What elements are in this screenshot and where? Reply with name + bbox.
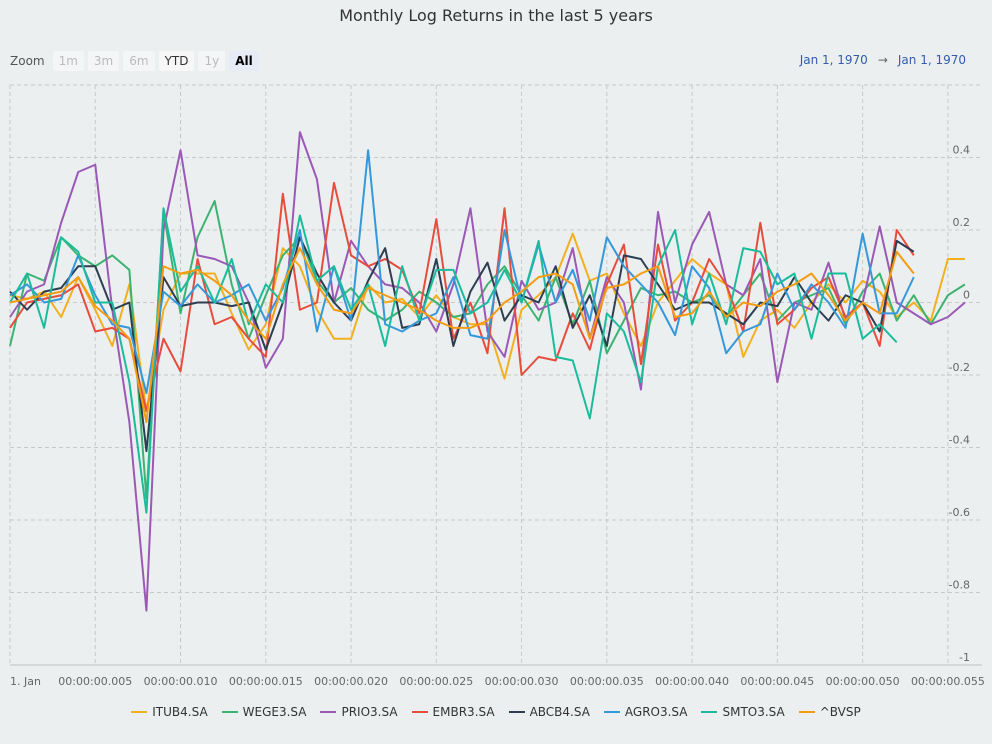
- legend-swatch: [320, 711, 337, 713]
- legend-item[interactable]: SMTO3.SA: [701, 705, 785, 719]
- legend-swatch: [131, 711, 148, 713]
- series-line-smto3-sa: [9, 207, 898, 514]
- legend-label: ^BVSP: [819, 705, 861, 719]
- x-tick-label: 00:00:00.030: [485, 675, 559, 688]
- legend-swatch: [603, 711, 620, 713]
- x-tick-label: 00:00:00.050: [826, 675, 900, 688]
- legend-item[interactable]: ABCB4.SA: [508, 705, 590, 719]
- x-tick-label: 00:00:00.045: [740, 675, 814, 688]
- legend-label: EMBR3.SA: [432, 705, 495, 719]
- y-tick-label: -0.2: [949, 361, 970, 374]
- x-tick-label: 00:00:00.055: [911, 675, 985, 688]
- legend-label: ITUB4.SA: [152, 705, 208, 719]
- series-line-wege3-sa: [9, 200, 966, 500]
- legend: ITUB4.SA WEGE3.SA PRIO3.SA EMBR3.SA ABCB4.SA…: [0, 705, 992, 719]
- x-tick-label: 00:00:00.035: [570, 675, 644, 688]
- y-tick-label: 0: [963, 289, 970, 302]
- zoom-ytd-button[interactable]: YTD: [158, 51, 195, 71]
- zoom-label: Zoom: [10, 54, 45, 68]
- zoom-1y-button[interactable]: 1y: [198, 51, 226, 71]
- range-arrow: →: [877, 53, 888, 67]
- x-tick-label: 00:00:00.025: [399, 675, 473, 688]
- y-tick-label: -0.8: [949, 579, 970, 592]
- range-selector: Zoom 1m 3m 6m YTD 1y All: [10, 50, 259, 72]
- x-tick-label: 00:00:00.040: [655, 675, 729, 688]
- legend-item[interactable]: AGRO3.SA: [603, 705, 688, 719]
- grid-lines: [9, 84, 982, 666]
- series-line-agro3-sa: [9, 149, 915, 395]
- legend-label: SMTO3.SA: [722, 705, 785, 719]
- x-tick-label: 00:00:00.015: [229, 675, 303, 688]
- y-tick-label: 0.2: [953, 216, 971, 229]
- chart-title: Monthly Log Returns in the last 5 years: [339, 6, 653, 25]
- x-tick-label: 00:00:00.020: [314, 675, 388, 688]
- zoom-3m-button[interactable]: 3m: [87, 51, 120, 71]
- legend-label: AGRO3.SA: [624, 705, 688, 719]
- legend-swatch: [221, 711, 238, 713]
- series-line-bvsp: [9, 247, 915, 424]
- zoom-6m-button[interactable]: 6m: [123, 51, 155, 71]
- x-axis-labels: 1. Jan 00:00:00.005 00:00:00.010 00:00:00.0…: [10, 675, 985, 688]
- zoom-all-button[interactable]: All: [229, 51, 259, 71]
- legend-swatch: [508, 711, 525, 713]
- zoom-1m-button[interactable]: 1m: [52, 51, 84, 71]
- y-tick-label: 0.4: [953, 144, 971, 157]
- legend-item[interactable]: ^BVSP: [798, 705, 861, 719]
- legend-label: ABCB4.SA: [529, 705, 590, 719]
- line-chart: 0.4 0.2 0 -0.2 -0.4 -0.6 -0.8 -1 1. Jan 00:00:00…: [9, 84, 985, 688]
- x-tick-label: 00:00:00.010: [144, 675, 218, 688]
- legend-item[interactable]: ITUB4.SA: [131, 705, 208, 719]
- legend-label: PRIO3.SA: [341, 705, 398, 719]
- x-tick-label: 1. Jan: [10, 675, 41, 688]
- series-line-prio3-sa: [9, 131, 966, 612]
- x-tick-label: 00:00:00.005: [58, 675, 132, 688]
- y-tick-label: -0.6: [949, 506, 970, 519]
- legend-item[interactable]: EMBR3.SA: [411, 705, 495, 719]
- y-tick-label: -1: [959, 651, 970, 664]
- series-lines: [9, 131, 966, 612]
- range-to-input[interactable]: Jan 1, 1970: [897, 53, 966, 67]
- y-tick-label: -0.4: [949, 434, 970, 447]
- y-axis-labels: 0.4 0.2 0 -0.2 -0.4 -0.6 -0.8 -1: [949, 144, 970, 665]
- legend-item[interactable]: PRIO3.SA: [320, 705, 398, 719]
- legend-swatch: [798, 711, 815, 713]
- legend-swatch: [701, 711, 718, 713]
- legend-swatch: [411, 711, 428, 713]
- legend-label: WEGE3.SA: [242, 705, 307, 719]
- date-range: Jan 1, 1970 → Jan 1, 1970: [800, 53, 966, 67]
- legend-item[interactable]: WEGE3.SA: [221, 705, 307, 719]
- range-from-input[interactable]: Jan 1, 1970: [799, 53, 868, 67]
